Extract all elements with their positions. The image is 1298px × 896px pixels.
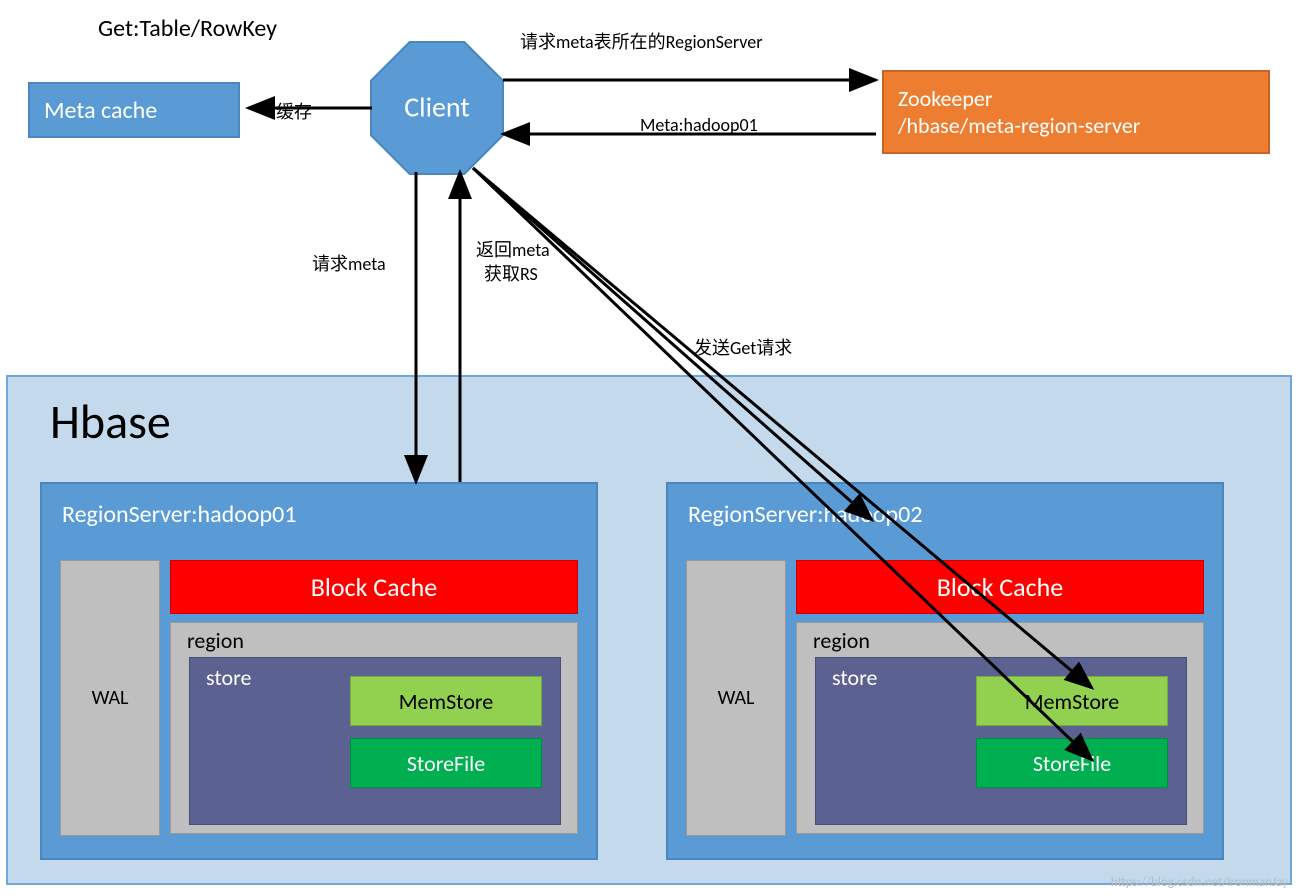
memstore-1: MemStore: [350, 676, 542, 726]
store-2: store MemStore StoreFile: [815, 657, 1187, 825]
rs-title-2: RegionServer:hadoop02: [688, 500, 922, 529]
edge-label-req-meta: 请求meta: [312, 250, 386, 276]
block-cache-1: Block Cache: [170, 560, 578, 614]
storefile-1: StoreFile: [350, 738, 542, 788]
zookeeper-box: Zookeeper /hbase/meta-region-server: [882, 70, 1270, 154]
watermark: https://blog.csdn.net/IronmanJay: [1111, 875, 1288, 890]
region-label-1: region: [187, 627, 244, 654]
edge-label-send-get: 发送Get请求: [694, 334, 792, 360]
memstore-2: MemStore: [976, 676, 1168, 726]
zookeeper-line2: /hbase/meta-region-server: [898, 112, 1140, 139]
region-1: region store MemStore StoreFile: [170, 622, 578, 834]
page-title: Get:Table/RowKey: [98, 14, 277, 43]
meta-cache-label: Meta cache: [44, 96, 157, 125]
edge-label-ret-meta-1: 返回meta: [476, 236, 550, 262]
hbase-title: Hbase: [50, 392, 171, 451]
meta-cache-box: Meta cache: [28, 82, 240, 138]
store-1: store MemStore StoreFile: [189, 657, 561, 825]
svg-text:Client: Client: [404, 90, 470, 125]
region-label-2: region: [813, 627, 870, 654]
edge-label-ret-meta-2: 获取RS: [484, 260, 538, 286]
client-node: Client: [371, 42, 503, 174]
wal-1: WAL: [60, 560, 160, 836]
rs-title-1: RegionServer:hadoop01: [62, 500, 296, 529]
edge-label-meta-resp: Meta:hadoop01: [640, 114, 758, 136]
store-label-2: store: [832, 664, 877, 691]
wal-2: WAL: [686, 560, 786, 836]
region-2: region store MemStore StoreFile: [796, 622, 1204, 834]
block-cache-2: Block Cache: [796, 560, 1204, 614]
store-label-1: store: [206, 664, 251, 691]
storefile-2: StoreFile: [976, 738, 1168, 788]
edge-label-req-rs: 请求meta表所在的RegionServer: [520, 28, 763, 54]
zookeeper-line1: Zookeeper: [898, 85, 993, 112]
edge-label-cache: 缓存: [276, 98, 312, 124]
